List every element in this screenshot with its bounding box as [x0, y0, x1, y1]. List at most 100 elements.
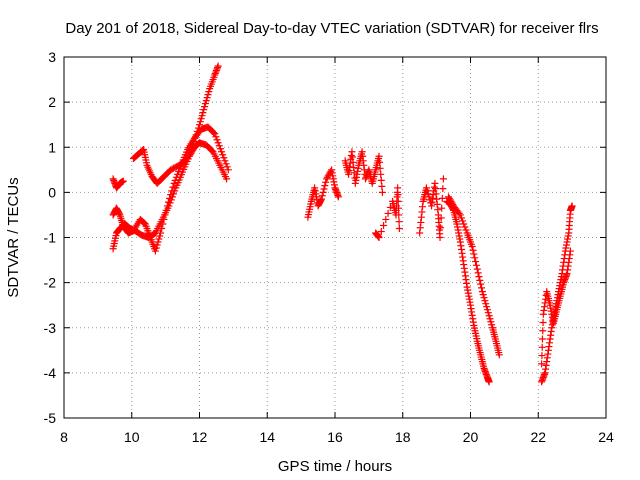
- data-point: [395, 204, 403, 212]
- data-point: [448, 199, 456, 207]
- y-tick-label: 3: [48, 49, 56, 65]
- data-point: [566, 247, 574, 255]
- data-point: [168, 187, 176, 195]
- data-point: [199, 109, 207, 117]
- y-tick-label: -3: [44, 320, 57, 336]
- chart-title: Day 201 of 2018, Sidereal Day-to-day VTE…: [65, 20, 598, 37]
- data-point: [479, 291, 487, 299]
- data-point: [474, 269, 482, 277]
- data-point: [215, 142, 223, 150]
- y-tick-label: -2: [44, 275, 57, 291]
- data-point: [459, 217, 467, 225]
- data-point: [224, 166, 232, 174]
- data-point: [424, 190, 432, 198]
- series-arc-10: [444, 193, 503, 359]
- data-point: [478, 288, 486, 296]
- data-point: [485, 378, 493, 386]
- data-point: [223, 175, 231, 183]
- data-point: [171, 176, 179, 184]
- data-point: [213, 136, 221, 144]
- data-point: [455, 209, 463, 217]
- data-point: [212, 133, 220, 141]
- x-tick-labels: 8 10 12 14 16 18 20 22 24: [60, 429, 614, 445]
- data-point: [472, 258, 480, 266]
- data-point: [163, 202, 171, 210]
- data-point: [471, 254, 479, 262]
- data-point: [169, 183, 177, 191]
- data-point: [484, 309, 492, 317]
- x-tick-label: 24: [598, 429, 614, 445]
- data-point: [488, 321, 496, 329]
- data-point: [487, 318, 495, 326]
- data-point: [468, 243, 476, 251]
- data-point: [201, 103, 209, 111]
- data-point: [456, 211, 464, 219]
- data-point: [378, 188, 386, 196]
- data-point: [469, 246, 477, 254]
- data-point: [427, 199, 435, 207]
- data-point: [205, 88, 213, 96]
- data-point: [196, 118, 204, 126]
- data-point: [539, 318, 547, 326]
- data-point: [214, 139, 222, 147]
- data-point: [460, 220, 468, 228]
- data-point: [476, 276, 484, 284]
- data-point: [437, 224, 445, 232]
- data-point: [318, 192, 326, 200]
- series-arc-7: [372, 184, 403, 241]
- data-point: [377, 227, 385, 235]
- data-point: [538, 343, 546, 351]
- data-point: [166, 194, 174, 202]
- y-tick-label: -1: [44, 230, 57, 246]
- data-point: [425, 193, 433, 201]
- data-point: [539, 327, 547, 335]
- data-point: [495, 351, 503, 359]
- data-point: [477, 280, 485, 288]
- data-point: [164, 198, 172, 206]
- data-point: [159, 220, 167, 228]
- data-point: [192, 131, 200, 139]
- data-point: [568, 202, 576, 210]
- data-point: [334, 193, 342, 201]
- data-point: [219, 151, 227, 159]
- data-point: [157, 229, 165, 237]
- data-point: [189, 141, 197, 149]
- data-point: [162, 206, 170, 214]
- data-point: [327, 167, 335, 175]
- data-point: [161, 211, 169, 219]
- data-point: [190, 138, 198, 146]
- data-point: [220, 154, 228, 162]
- data-point: [395, 218, 403, 226]
- data-point: [321, 182, 329, 190]
- data-point: [323, 175, 331, 183]
- data-point: [154, 238, 162, 246]
- data-point: [375, 152, 383, 160]
- data-point: [395, 224, 403, 232]
- data-point: [153, 241, 161, 249]
- data-point: [444, 193, 452, 201]
- data-points: [109, 62, 576, 386]
- data-point: [204, 91, 212, 99]
- data-point: [486, 315, 494, 323]
- data-point: [375, 234, 383, 241]
- data-point: [203, 94, 211, 102]
- series-arc-8: [416, 175, 447, 241]
- data-point: [423, 187, 431, 195]
- data-point: [384, 209, 392, 217]
- series-arc-3: [109, 175, 127, 192]
- data-point: [394, 191, 402, 199]
- data-point: [194, 124, 202, 132]
- data-point: [325, 170, 333, 178]
- x-tick-label: 16: [327, 429, 343, 445]
- data-point: [380, 221, 388, 229]
- data-point: [151, 247, 159, 255]
- series-arc-12: [538, 247, 574, 368]
- data-point: [395, 211, 403, 219]
- data-point: [394, 197, 402, 205]
- data-point: [196, 121, 203, 129]
- series-arc-6: [341, 148, 386, 196]
- data-point: [167, 191, 175, 199]
- data-point: [457, 214, 465, 222]
- x-tick-label: 22: [530, 429, 546, 445]
